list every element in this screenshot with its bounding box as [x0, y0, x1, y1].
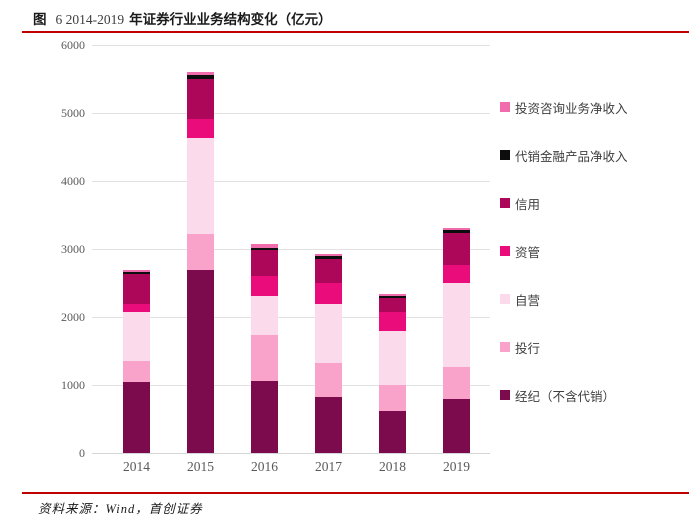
- bar-segment-代销金融产品净收入: [315, 256, 342, 260]
- bar-segment-自营: [251, 296, 278, 335]
- bar-segment-经纪（不含代销）: [379, 410, 406, 453]
- bar-segment-代销金融产品净收入: [379, 295, 406, 298]
- legend-item-自营: 自营: [500, 292, 690, 308]
- gridline-6000: [92, 45, 490, 46]
- bar-segment-代销金融产品净收入: [187, 75, 214, 79]
- bar-segment-投资咨询业务净收入: [123, 270, 150, 272]
- bar-segment-资管: [251, 276, 278, 297]
- bar-segment-投行: [379, 385, 406, 411]
- legend-item-投资咨询业务净收入: 投资咨询业务净收入: [500, 100, 690, 116]
- bar-segment-经纪（不含代销）: [315, 397, 342, 453]
- legend-item-信用: 信用: [500, 196, 690, 212]
- x-tick-label: 2015: [187, 459, 214, 474]
- bar-segment-投行: [443, 366, 470, 400]
- y-tick-label: 0: [79, 446, 85, 460]
- gridline-3000: [92, 249, 490, 250]
- bar-segment-经纪（不含代销）: [443, 399, 470, 453]
- legend-item-经纪（不含代销）: 经纪（不含代销）: [500, 388, 690, 404]
- bar-segment-代销金融产品净收入: [123, 271, 150, 274]
- legend-label: 代销金融产品净收入: [515, 149, 628, 164]
- stacked-bar-2015: [187, 72, 214, 453]
- bar-segment-投资咨询业务净收入: [379, 293, 406, 296]
- gridline-2000: [92, 317, 490, 318]
- bar-segment-代销金融产品净收入: [443, 230, 470, 234]
- legend-swatch: [500, 294, 510, 304]
- bar-segment-信用: [187, 78, 214, 120]
- legend-swatch: [500, 198, 510, 208]
- legend-label: 信用: [515, 197, 541, 212]
- legend-item-代销金融产品净收入: 代销金融产品净收入: [500, 148, 690, 164]
- bar-segment-资管: [123, 303, 150, 313]
- bar-segment-投资咨询业务净收入: [187, 72, 214, 76]
- bar-segment-自营: [187, 137, 214, 234]
- stacked-bar-2019: [443, 227, 470, 453]
- y-tick-label: 5000: [61, 106, 85, 120]
- y-tick-label: 4000: [61, 174, 85, 188]
- bar-segment-信用: [251, 250, 278, 277]
- gridline-5000: [92, 113, 490, 114]
- figure-title-number: 6 2014-2019: [55, 12, 125, 27]
- legend-swatch: [500, 102, 510, 112]
- legend-swatch: [500, 390, 510, 400]
- x-tick-label: 2019: [443, 459, 470, 474]
- bar-segment-投行: [315, 362, 342, 398]
- stacked-bar-2018: [379, 293, 406, 453]
- bar-segment-代销金融产品净收入: [251, 247, 278, 251]
- legend-label: 自营: [515, 293, 541, 308]
- y-tick-label: 1000: [61, 378, 85, 392]
- source-note: 资料来源：Wind，首创证券: [38, 502, 203, 516]
- bar-segment-自营: [315, 303, 342, 363]
- bar-segment-经纪（不含代销）: [123, 381, 150, 453]
- figure-title-prefix: 图: [33, 12, 47, 27]
- bar-segment-经纪（不含代销）: [251, 381, 278, 453]
- footer-rule: [22, 492, 689, 494]
- stacked-bar-2017: [315, 253, 342, 453]
- legend-swatch: [500, 342, 510, 352]
- bar-segment-投资咨询业务净收入: [443, 227, 470, 231]
- legend-label: 投资咨询业务净收入: [515, 101, 628, 116]
- legend-item-投行: 投行: [500, 340, 690, 356]
- y-tick-label: 3000: [61, 242, 85, 256]
- x-tick-label: 2014: [123, 459, 150, 474]
- bar-segment-自营: [123, 312, 150, 361]
- x-tick-label: 2017: [315, 459, 342, 474]
- legend-swatch: [500, 246, 510, 256]
- bar-segment-自营: [443, 283, 470, 367]
- figure-title-text: 年证券行业业务结构变化（亿元）: [129, 12, 332, 27]
- legend-label: 经纪（不含代销）: [515, 389, 616, 404]
- bar-segment-信用: [315, 259, 342, 283]
- bar-segment-投行: [251, 334, 278, 382]
- chart-legend: 投资咨询业务净收入 代销金融产品净收入 信用资管自营投行经纪（不含代销）: [500, 100, 690, 436]
- bar-segment-信用: [379, 297, 406, 313]
- legend-label: 投行: [515, 341, 541, 356]
- bar-segment-资管: [187, 119, 214, 138]
- gridline-0: [92, 453, 490, 454]
- bar-segment-经纪（不含代销）: [187, 270, 214, 453]
- legend-item-资管: 资管: [500, 244, 690, 260]
- bar-segment-信用: [443, 233, 470, 265]
- stacked-bar-2016: [251, 244, 278, 453]
- bar-segment-自营: [379, 331, 406, 386]
- legend-label: 资管: [515, 245, 541, 260]
- legend-swatch: [500, 150, 510, 160]
- figure-title: 图 6 2014-2019 年证券行业业务结构变化（亿元）: [33, 8, 332, 28]
- bar-segment-投资咨询业务净收入: [251, 244, 278, 248]
- bar-segment-投行: [123, 360, 150, 382]
- bar-segment-资管: [315, 282, 342, 304]
- bar-segment-投资咨询业务净收入: [315, 253, 342, 257]
- bar-segment-投行: [187, 233, 214, 270]
- stacked-bar-2014: [123, 270, 150, 453]
- x-tick-label: 2018: [379, 459, 406, 474]
- title-underline: [22, 31, 689, 33]
- y-tick-label: 6000: [61, 38, 85, 52]
- bar-segment-信用: [123, 273, 150, 304]
- y-tick-label: 2000: [61, 310, 85, 324]
- gridline-4000: [92, 181, 490, 182]
- bar-segment-资管: [443, 264, 470, 284]
- bar-segment-资管: [379, 312, 406, 332]
- x-tick-label: 2016: [251, 459, 278, 474]
- gridline-1000: [92, 385, 490, 386]
